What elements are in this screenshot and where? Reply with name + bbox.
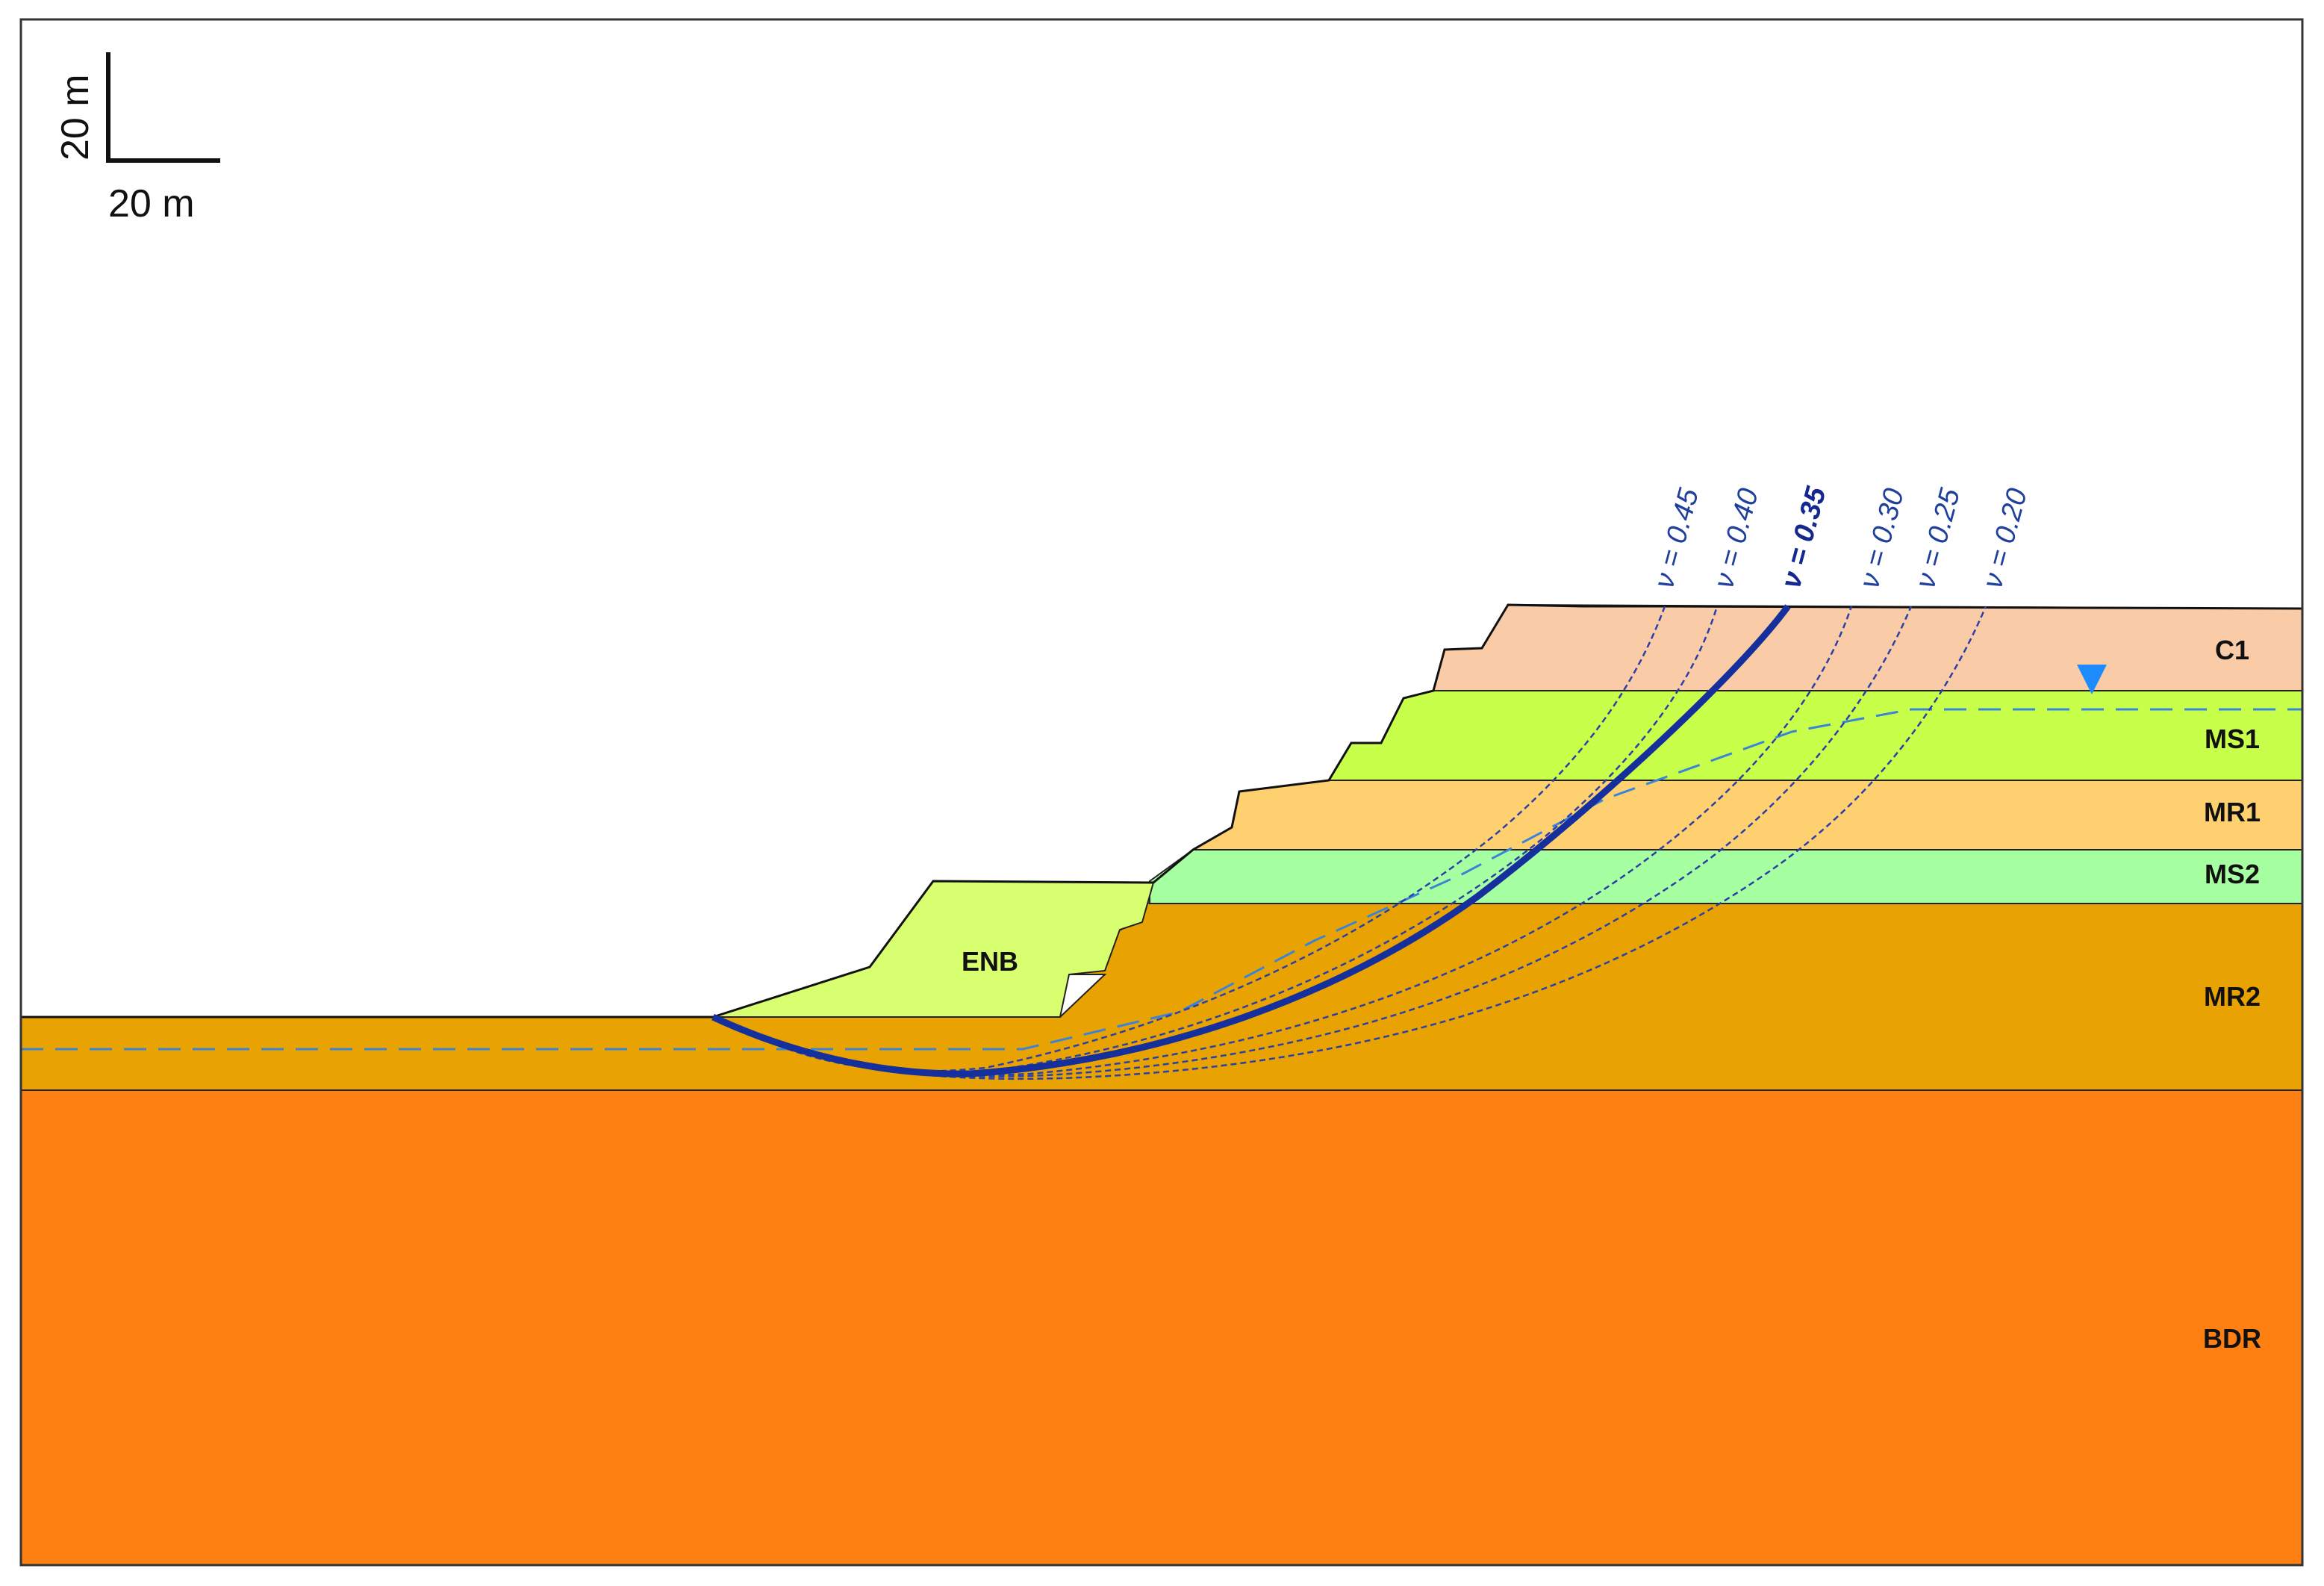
layer-label-bdr: BDR <box>2203 1323 2261 1354</box>
slip-surface-nu-025 <box>716 606 1913 1077</box>
scale-bar-vertical-label: 20 m <box>54 74 97 161</box>
water-table-line <box>21 708 2302 1051</box>
ground-surface-line <box>21 603 2303 1019</box>
scale-bar: 20 m 20 m <box>54 52 220 226</box>
slip-surface-nu-020 <box>716 606 1987 1080</box>
diagram-frame <box>19 18 2304 1567</box>
layer-label-mr2: MR2 <box>2204 981 2261 1012</box>
layer-ms2 <box>1149 849 2303 904</box>
slip-surface-nu-045 <box>716 606 1666 1072</box>
scale-bar-horizontal-label: 20 m <box>108 182 195 226</box>
layer-label-mr1: MR1 <box>2204 797 2261 827</box>
water-table-marker-icon <box>2077 665 2107 694</box>
layer-mr1 <box>1190 780 2303 850</box>
slip-surface-nu-035-critical <box>711 604 1791 1077</box>
layer-label-enb: ENB <box>962 946 1018 977</box>
layer-bdr <box>20 1089 2303 1566</box>
layer-label-ms2: MS2 <box>2205 859 2260 889</box>
layer-ms1 <box>1327 690 2303 781</box>
layer-label-ms1: MS1 <box>2205 724 2260 754</box>
layer-c1 <box>1432 603 2303 691</box>
layer-label-c1: C1 <box>2215 635 2249 665</box>
